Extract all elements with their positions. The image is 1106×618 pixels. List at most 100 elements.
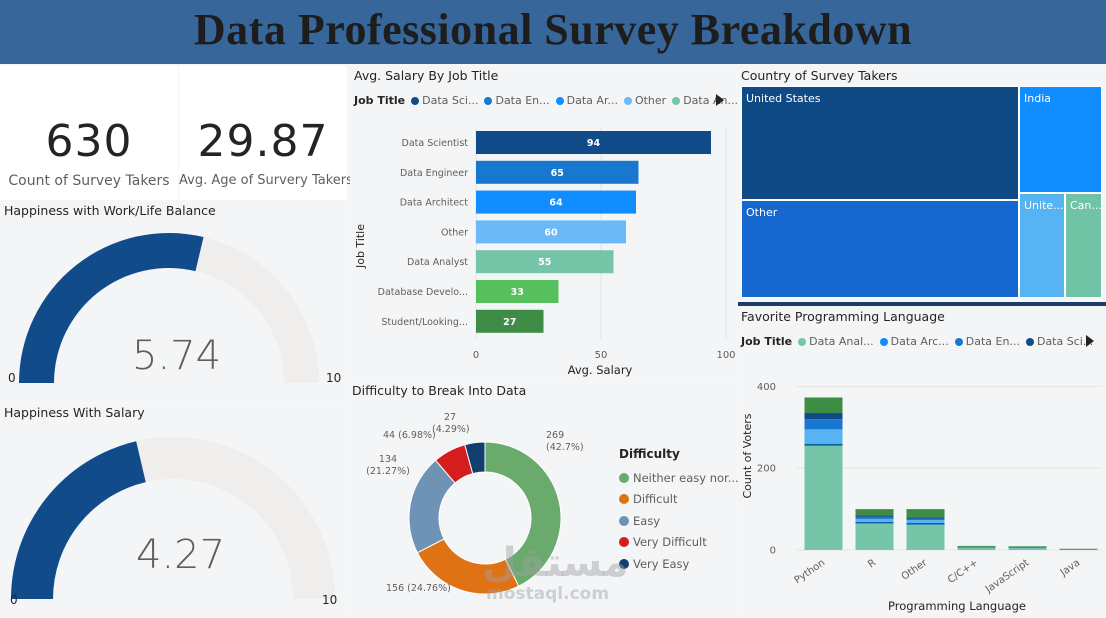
language-bar-segment[interactable] bbox=[906, 517, 945, 519]
difficulty-legend-title: Difficulty bbox=[619, 447, 680, 461]
language-bar-segment[interactable] bbox=[804, 419, 843, 430]
language-bar-segment[interactable] bbox=[957, 547, 996, 548]
legend-label: Data En... bbox=[965, 335, 1020, 348]
legend-dot bbox=[619, 494, 629, 505]
language-bar-segment[interactable] bbox=[804, 397, 843, 414]
difficulty-legend-item[interactable]: Very Difficult bbox=[619, 532, 739, 554]
language-bar-segment[interactable] bbox=[1008, 547, 1047, 548]
gauge-salary-min: 0 bbox=[10, 593, 18, 607]
language-bar-segment[interactable] bbox=[804, 413, 843, 420]
legend-label: Data Arc... bbox=[890, 335, 949, 348]
treemap-cell-united-states[interactable]: United States bbox=[741, 86, 1019, 200]
salary-bar[interactable] bbox=[476, 190, 636, 214]
y-tick-label: 200 bbox=[757, 464, 776, 475]
language-bar-segment[interactable] bbox=[1008, 547, 1047, 550]
salary-bar[interactable] bbox=[476, 131, 711, 154]
difficulty-chart-panel[interactable]: Difficulty to Break Into Data 269 (42.7%… bbox=[350, 381, 739, 618]
treemap-cell-canada[interactable]: Can... bbox=[1065, 193, 1102, 298]
difficulty-legend-item[interactable]: Easy bbox=[619, 510, 739, 532]
legend-label: Data Sci... bbox=[1036, 335, 1094, 348]
language-stacked-bar-chart: 0 200 400 Python R Other C/C++ JavaScript Java Pr… bbox=[741, 382, 1102, 613]
language-bar-segment[interactable] bbox=[855, 518, 894, 522]
legend-dot bbox=[619, 537, 629, 548]
language-bar-segment[interactable] bbox=[804, 443, 843, 446]
language-bar-segment[interactable] bbox=[957, 547, 996, 550]
x-tick-label: 50 bbox=[595, 350, 608, 361]
language-bar-segment[interactable] bbox=[1059, 549, 1098, 550]
language-bar-segment[interactable] bbox=[1008, 547, 1047, 549]
bar-data-label: 65 bbox=[551, 168, 564, 179]
language-chart-title: Favorite Programming Language bbox=[741, 309, 945, 324]
salary-legend-item[interactable]: Data En... bbox=[484, 94, 550, 107]
watermark-arabic: مستقل bbox=[482, 540, 629, 586]
legend-label: Data Ar... bbox=[566, 94, 618, 107]
language-bar-segment[interactable] bbox=[906, 518, 945, 521]
salary-bar[interactable] bbox=[476, 309, 544, 333]
language-bar-segment[interactable] bbox=[855, 521, 894, 524]
language-chart-panel[interactable]: Favorite Programming Language Job Title … bbox=[738, 306, 1106, 618]
donut-label-very-easy: 27 (4.29%) bbox=[432, 412, 470, 436]
language-bar-segment[interactable] bbox=[957, 545, 996, 547]
difficulty-legend-item[interactable]: Neither easy nor... bbox=[619, 467, 739, 489]
salary-legend-item[interactable]: Data Sci... bbox=[411, 94, 478, 107]
salary-legend-item[interactable]: Data An... bbox=[672, 94, 738, 107]
donut-label-difficult: 156 (24.76%) bbox=[386, 583, 451, 595]
language-bar-segment[interactable] bbox=[957, 546, 996, 548]
language-legend-item[interactable]: Data Arc... bbox=[879, 335, 949, 348]
treemap-cell-other[interactable]: Other bbox=[741, 200, 1019, 298]
salary-legend-item[interactable]: Data Ar... bbox=[555, 94, 618, 107]
language-bar-segment[interactable] bbox=[906, 509, 945, 518]
salary-bar[interactable] bbox=[476, 280, 559, 303]
kpi-card-age[interactable]: 29.87 Avg. Age of Survery Takers bbox=[179, 66, 353, 200]
difficulty-legend-item[interactable]: Very Easy bbox=[619, 553, 739, 575]
language-bar-segment[interactable] bbox=[855, 516, 894, 519]
salary-chart-panel[interactable]: Avg. Salary By Job Title Job Title Data … bbox=[350, 66, 738, 379]
language-legend-item[interactable]: Data En... bbox=[954, 335, 1020, 348]
language-bar-segment[interactable] bbox=[855, 509, 894, 516]
legend-label: Difficult bbox=[633, 492, 678, 507]
donut-slice[interactable] bbox=[484, 441, 562, 587]
salary-legend: Job Title Data Sci... Data En... Data Ar… bbox=[354, 94, 744, 107]
watermark-latin: mostaql.com bbox=[486, 584, 610, 604]
y-tick-label: Data Architect bbox=[400, 198, 469, 209]
difficulty-legend-item[interactable]: Difficult bbox=[619, 489, 739, 511]
kpi-card-count[interactable]: 630 Count of Survey Takers bbox=[0, 66, 178, 200]
language-bar-segment[interactable] bbox=[855, 523, 894, 550]
legend-dot bbox=[555, 96, 564, 105]
language-legend-item[interactable]: Data Anal... bbox=[798, 335, 874, 348]
salary-bar[interactable] bbox=[476, 250, 614, 274]
treemap-cell-united-kingdom[interactable]: Unite... bbox=[1019, 193, 1065, 298]
language-legend-item[interactable]: Data Sci... bbox=[1025, 335, 1094, 348]
gauge-salary-svg bbox=[11, 437, 335, 599]
legend-label: Other bbox=[634, 94, 667, 107]
donut-slice[interactable] bbox=[464, 441, 486, 475]
treemap-cell-india[interactable]: India bbox=[1019, 86, 1102, 193]
section-divider bbox=[738, 302, 1106, 306]
gauge-panel-worklife[interactable]: Happiness with Work/Life Balance 0 10 5.… bbox=[0, 201, 348, 401]
x-axis-title: Avg. Salary bbox=[568, 363, 633, 377]
language-bar-segment[interactable] bbox=[804, 429, 843, 444]
legend-dot bbox=[484, 96, 493, 105]
legend-dot bbox=[619, 515, 629, 526]
legend-next-icon[interactable] bbox=[716, 94, 724, 106]
language-bar-segment[interactable] bbox=[906, 523, 945, 525]
language-bar-segment[interactable] bbox=[804, 445, 843, 550]
salary-bar[interactable] bbox=[476, 220, 626, 244]
language-bar-segment[interactable] bbox=[906, 524, 945, 550]
country-chart-panel[interactable]: Country of Survey Takers United States I… bbox=[738, 66, 1106, 300]
y-axis-title: Job Title bbox=[354, 224, 367, 269]
language-bar-segment[interactable] bbox=[1008, 546, 1047, 548]
y-tick-label: Data Engineer bbox=[400, 168, 468, 179]
language-bar-segment[interactable] bbox=[1059, 548, 1098, 550]
difficulty-legend: Difficulty Neither easy nor... Difficult E… bbox=[619, 447, 739, 575]
x-tick-label: R bbox=[866, 557, 878, 570]
legend-label: Data Sci... bbox=[422, 94, 479, 107]
salary-bar[interactable] bbox=[476, 160, 639, 184]
salary-chart-title: Avg. Salary By Job Title bbox=[354, 68, 499, 83]
gauge-panel-salary[interactable]: Happiness With Salary 0 10 4.27 bbox=[0, 404, 348, 618]
salary-legend-item[interactable]: Other bbox=[623, 94, 667, 107]
legend-dot bbox=[954, 337, 963, 346]
language-bar-segment[interactable] bbox=[906, 520, 945, 524]
legend-next-icon[interactable] bbox=[1086, 335, 1094, 347]
language-bar-segment[interactable] bbox=[855, 515, 894, 517]
